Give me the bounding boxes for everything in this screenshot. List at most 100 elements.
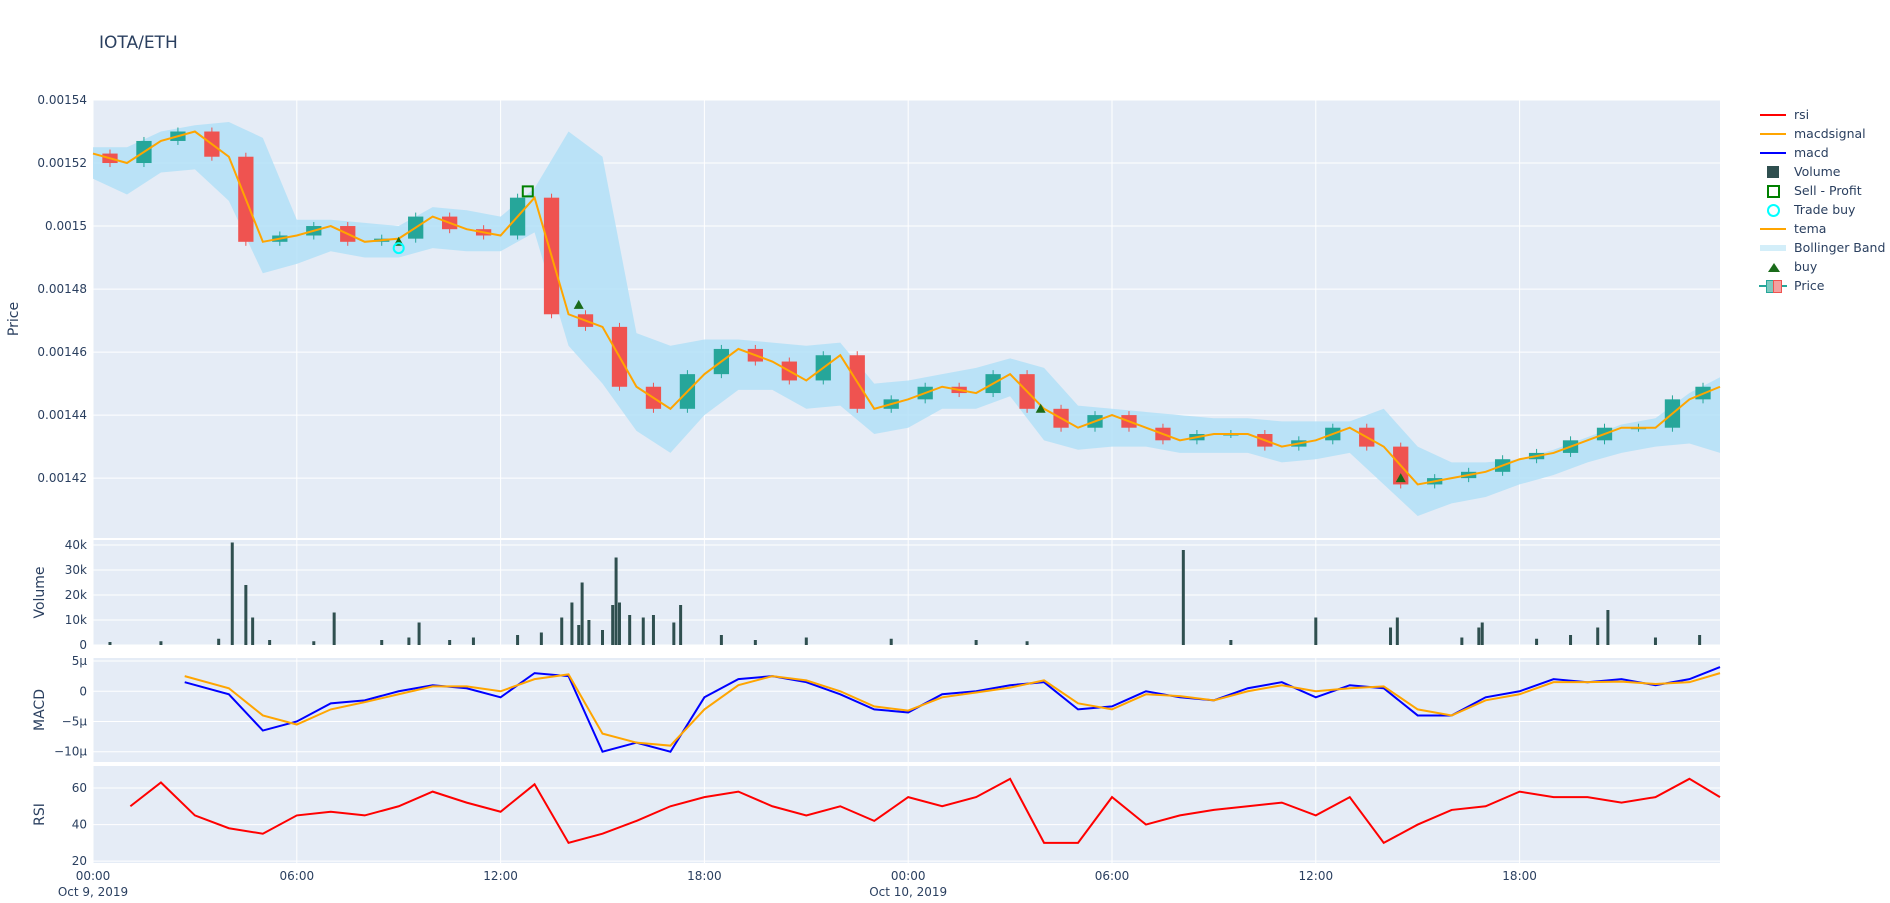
legend-item-macd[interactable]: macd [1758, 143, 1885, 162]
volume-bar [159, 641, 163, 645]
y-tick-label: 0 [79, 684, 87, 698]
x-date-label: Oct 10, 2019 [869, 885, 947, 899]
volume-bar [889, 638, 893, 645]
volume-bar [804, 637, 808, 645]
y-tick-label: 20k [65, 588, 87, 602]
volume-bar [1181, 550, 1185, 645]
y-tick-label: 10k [65, 613, 87, 627]
volume-bar [407, 637, 411, 645]
volume-bar [268, 640, 272, 645]
square-icon [1758, 165, 1788, 179]
y-axis-title: RSI [32, 803, 48, 826]
legend-item-tema[interactable]: tema [1758, 219, 1885, 238]
volume-bar [1460, 637, 1464, 645]
y-tick-label: 0.00148 [37, 282, 87, 296]
y-axis-title: Volume [32, 566, 48, 618]
x-tick-label: 06:00 [280, 869, 315, 883]
volume-bar [719, 635, 723, 645]
volume-bar [580, 582, 584, 645]
volume-bar [611, 605, 615, 645]
volume-bar [1314, 617, 1318, 645]
legend-item-sell-profit[interactable]: Sell - Profit [1758, 181, 1885, 200]
sell-profit-marker [521, 185, 534, 198]
y-tick-label: 40k [65, 538, 87, 552]
x-tick-label: 18:00 [1502, 869, 1537, 883]
band-icon [1758, 241, 1788, 255]
volume-bar [628, 615, 632, 645]
y-tick-label: 0 [79, 638, 87, 652]
volume-bar [1606, 610, 1610, 645]
y-tick-label: −5µ [62, 714, 88, 728]
candlestick-icon [1758, 279, 1788, 293]
volume-bar [108, 642, 112, 645]
volume-bar [1025, 641, 1029, 645]
legend-item-volume[interactable]: Volume [1758, 162, 1885, 181]
legend[interactable]: rsi macdsignal macd Volume Sell - Profit… [1758, 105, 1885, 295]
y-axis-title: Price [6, 302, 22, 336]
trade-buy-marker [392, 242, 405, 255]
chart-title: IOTA/ETH [99, 33, 178, 53]
volume-bar [539, 632, 543, 645]
triangle-up-icon [1758, 260, 1788, 274]
legend-item-trade-buy[interactable]: Trade buy [1758, 200, 1885, 219]
buy-marker [1395, 473, 1406, 483]
volume-bar [600, 630, 604, 645]
volume-bar [448, 640, 452, 645]
line-icon [1758, 146, 1788, 160]
volume-bar [1569, 635, 1573, 645]
y-tick-label: −10µ [54, 745, 87, 759]
x-tick-label: 00:00 [76, 869, 111, 883]
y-tick-label: 60 [72, 781, 87, 795]
volume-bar [587, 620, 591, 645]
buy-marker [573, 299, 584, 309]
volume-bar [753, 640, 757, 645]
volume-bar [380, 640, 384, 645]
volume-bar [417, 622, 421, 645]
y-tick-label: 0.0015 [45, 219, 87, 233]
volume-bar [312, 641, 316, 645]
y-tick-label: 0.00142 [37, 471, 87, 485]
y-tick-label: 0.00144 [37, 408, 87, 422]
volume-bar [614, 557, 618, 645]
volume-bar [332, 612, 336, 645]
line-icon [1758, 108, 1788, 122]
volume-bar [641, 617, 645, 645]
line-icon [1758, 127, 1788, 141]
volume-bar [617, 602, 621, 645]
y-tick-label: 0.00146 [37, 345, 87, 359]
x-date-label: Oct 9, 2019 [58, 885, 128, 899]
y-tick-label: 30k [65, 563, 87, 577]
plot-area-2 [93, 540, 1720, 645]
legend-item-bollinger-band[interactable]: Bollinger Band [1758, 238, 1885, 257]
line-icon [1758, 222, 1788, 236]
volume-bar [570, 602, 574, 645]
volume-bar [471, 637, 475, 645]
volume-bar [577, 625, 581, 645]
x-tick-label: 18:00 [687, 869, 722, 883]
buy-marker [1035, 403, 1046, 413]
y-tick-label: 20 [72, 854, 87, 868]
volume-bar [1389, 627, 1393, 645]
y-axis-title: MACD [32, 689, 48, 731]
volume-bar [1535, 638, 1539, 645]
legend-item-price[interactable]: Price [1758, 276, 1885, 295]
plot-area-4 [93, 766, 1720, 863]
bollinger-band [93, 122, 1720, 516]
volume-bar [244, 585, 248, 645]
legend-item-rsi[interactable]: rsi [1758, 105, 1885, 124]
x-tick-label: 12:00 [1299, 869, 1334, 883]
volume-bar [1395, 617, 1399, 645]
legend-item-buy[interactable]: buy [1758, 257, 1885, 276]
volume-bar [1698, 635, 1702, 645]
volume-bar [1229, 640, 1233, 645]
x-tick-label: 12:00 [483, 869, 518, 883]
y-tick-label: 5µ [72, 654, 88, 668]
y-tick-label: 0.00154 [37, 93, 87, 107]
volume-bar [217, 638, 221, 645]
volume-bar [679, 605, 683, 645]
legend-item-macdsignal[interactable]: macdsignal [1758, 124, 1885, 143]
volume-bar [230, 542, 234, 645]
tema-line [92, 130, 1721, 486]
volume-bar [651, 615, 655, 645]
